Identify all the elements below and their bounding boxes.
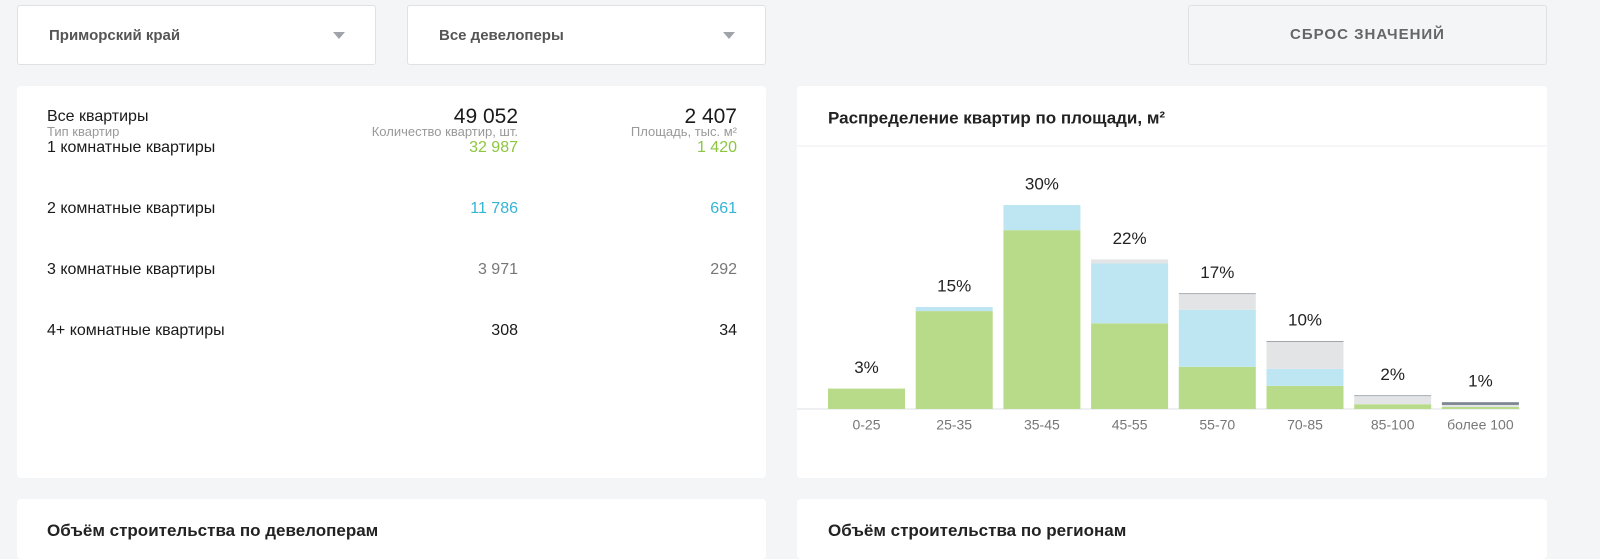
bar-segment [1091, 323, 1169, 409]
row-area: 1 420 [696, 139, 737, 156]
x-tick-label: 35-45 [1024, 417, 1060, 433]
table-row: 3 комнатные квартиры 3 971 292 [17, 261, 766, 322]
x-tick-label: 70-85 [1287, 417, 1323, 433]
bar-segment [1178, 293, 1256, 295]
developer-select[interactable]: Все девелоперы [407, 5, 766, 65]
bar-segment [1178, 366, 1256, 409]
bottom-card: Объём строительства по регионам [797, 499, 1547, 559]
chart: Распределение квартир по площади, м² 0-2… [797, 108, 1547, 433]
row-area: 2 407 [684, 105, 737, 128]
arrow [723, 32, 735, 39]
developer: Все девелоперы [439, 27, 564, 44]
bar-segment [1178, 309, 1256, 367]
region: Приморский край [49, 27, 181, 44]
bar-segment [1266, 385, 1344, 409]
bar-segment [1091, 259, 1169, 264]
bar-segment [1354, 404, 1432, 409]
card-title: Объём строительства по регионам [828, 521, 1127, 540]
data-label: 1% [1468, 372, 1493, 391]
bar-segment [1354, 395, 1432, 397]
header: Тип квартир [47, 124, 120, 139]
row-count: 11 786 [470, 200, 518, 217]
bar-segment [1266, 341, 1344, 342]
row-label: 2 комнатные квартиры [47, 200, 216, 217]
row-area: 292 [710, 261, 737, 278]
bar-segment [1003, 205, 1081, 231]
arrow [333, 32, 345, 39]
header: Площадь, тыс. м² [630, 124, 737, 139]
bar-segment [1354, 396, 1432, 405]
x-tick-label: более 100 [1447, 417, 1514, 433]
data-label: 10% [1288, 310, 1322, 329]
bar-segment [1003, 230, 1081, 409]
data-label: 22% [1113, 229, 1147, 248]
row-count: 32 987 [469, 139, 518, 156]
row-label: 3 комнатные квартиры [47, 261, 216, 278]
bar-segment [915, 307, 993, 312]
data-label: 30% [1025, 174, 1059, 193]
x-tick-label: 0-25 [852, 417, 880, 433]
bar-segment [1441, 402, 1519, 405]
row-area: 34 [719, 322, 737, 339]
chart-title: Распределение квартир по площади, м² [828, 108, 1165, 127]
bar-segment [828, 388, 905, 409]
bar-segment [1178, 294, 1256, 310]
table-row: 4+ комнатные квартиры 308 34 [17, 322, 766, 383]
row-count: 308 [491, 322, 518, 339]
bar-segment [1091, 263, 1169, 324]
row-count: 49 052 [453, 105, 518, 128]
data-label: 17% [1200, 263, 1234, 282]
chart-card: Распределение квартир по площади, м² 0-2… [797, 86, 1547, 478]
data-label: 3% [854, 358, 879, 377]
row-count: 3 971 [477, 261, 518, 278]
x-tick-label: 45-55 [1112, 417, 1148, 433]
row-label: Все квартиры [47, 108, 149, 125]
table-row: Все квартиры 49 052 2 407 [17, 86, 766, 139]
bar-segment [1441, 406, 1519, 409]
x-tick-label: 25-35 [936, 417, 972, 433]
bottom-card: Объём строительства по девелоперам [17, 499, 766, 559]
row-label: 1 комнатные квартиры [47, 139, 216, 156]
card-title: Объём строительства по девелоперам [47, 521, 379, 540]
data-label: 15% [937, 276, 971, 295]
x-tick-label: 85-100 [1371, 417, 1415, 433]
bar-segment [1266, 368, 1344, 386]
table-row: 2 комнатные квартиры 11 786 661 [17, 200, 766, 261]
bar-segment [915, 311, 993, 409]
bar-segment [1266, 341, 1344, 369]
table-card: Тип квартир Количество квартир, шт. Площ… [17, 86, 766, 478]
row-area: 661 [710, 200, 737, 217]
table-row: 1 комнатные квартиры 32 987 1 420 [17, 139, 766, 200]
header: Количество квартир, шт. [371, 124, 518, 139]
region-select[interactable]: Приморский край [17, 5, 376, 65]
data-label: 2% [1380, 365, 1405, 384]
reset-button[interactable]: СБРОС ЗНАЧЕНИЙ [1188, 5, 1547, 65]
page: Приморский край Все девелоперы СБРОС ЗНА… [17, 5, 1547, 559]
row-label: 4+ комнатные квартиры [47, 322, 225, 339]
x-tick-label: 55-70 [1199, 417, 1235, 433]
bar-segment [1441, 404, 1519, 407]
